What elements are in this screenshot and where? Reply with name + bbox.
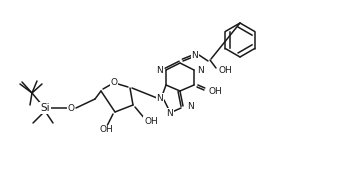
Text: N: N [156,93,163,102]
Text: OH: OH [208,87,222,95]
Text: N: N [192,51,198,60]
Text: Si: Si [40,103,50,113]
Text: N: N [156,65,163,75]
Text: OH: OH [218,65,232,75]
Text: N: N [197,65,204,75]
Text: O: O [111,78,117,87]
Text: OH: OH [99,125,113,134]
Text: O: O [68,103,74,112]
Text: N: N [166,108,173,117]
Text: N: N [187,102,194,110]
Text: OH: OH [144,117,158,125]
